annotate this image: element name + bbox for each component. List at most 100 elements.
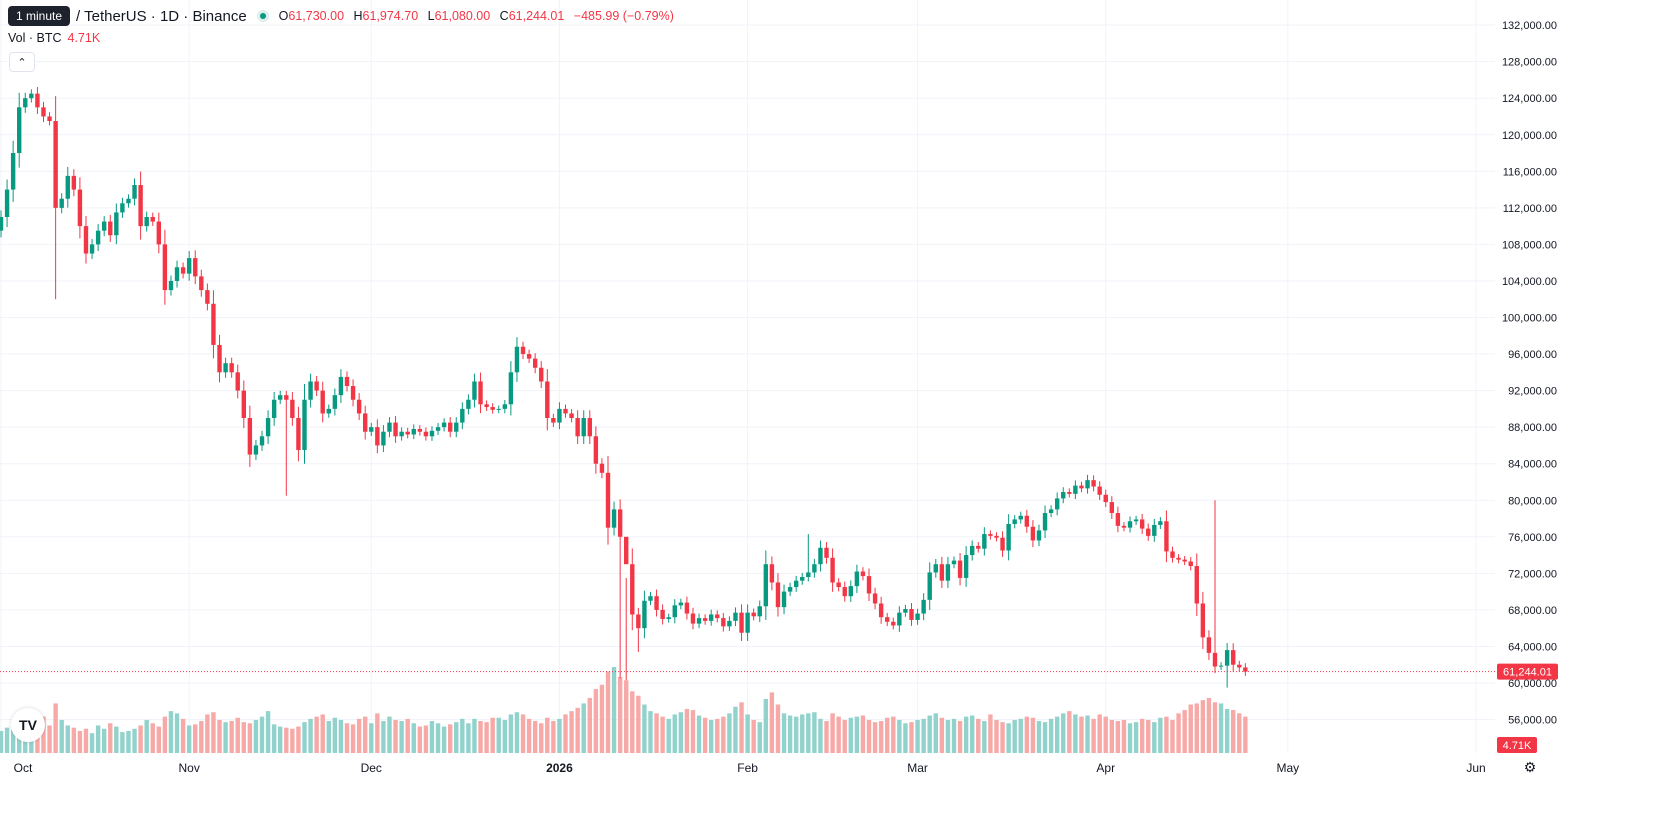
candle-body[interactable] (617, 509, 623, 537)
candle-body[interactable] (278, 395, 283, 400)
candle-body[interactable] (447, 422, 453, 432)
candle-body[interactable] (77, 189, 83, 227)
candle-body[interactable] (101, 221, 107, 231)
candle-body[interactable] (314, 381, 319, 391)
candle-body[interactable] (508, 372, 514, 405)
candle-body[interactable] (1000, 537, 1005, 551)
candle-body[interactable] (605, 472, 611, 528)
candle-body[interactable] (1139, 519, 1145, 529)
candle-body[interactable] (854, 571, 860, 587)
candle-body[interactable] (988, 534, 993, 536)
candle-body[interactable] (174, 267, 180, 281)
candle-body[interactable] (217, 344, 222, 373)
candle-body[interactable] (144, 216, 149, 227)
candle-body[interactable] (951, 560, 957, 565)
candle-body[interactable] (460, 408, 465, 423)
candle-body[interactable] (229, 363, 234, 373)
candle-body[interactable] (168, 280, 174, 291)
candle-body[interactable] (921, 599, 926, 614)
candle-body[interactable] (1067, 492, 1072, 494)
candle-body[interactable] (1164, 521, 1169, 552)
candle-body[interactable] (757, 606, 762, 617)
candle-body[interactable] (253, 445, 259, 455)
candle-body[interactable] (156, 221, 162, 245)
candle-body[interactable] (563, 408, 568, 414)
candle-body[interactable] (211, 303, 216, 345)
candle-body[interactable] (411, 428, 416, 435)
candle-body[interactable] (35, 93, 40, 108)
candle-body[interactable] (186, 258, 192, 274)
candle-body[interactable] (842, 587, 847, 597)
candle-body[interactable] (47, 116, 52, 122)
candle-body[interactable] (897, 612, 902, 626)
candle-body[interactable] (1036, 530, 1042, 541)
candle-body[interactable] (569, 413, 574, 419)
candle-body[interactable] (915, 613, 920, 620)
candle-body[interactable] (593, 436, 599, 464)
candle-body[interactable] (1079, 485, 1084, 489)
candle-body[interactable] (806, 572, 811, 578)
candle-body[interactable] (138, 185, 143, 227)
candle-body[interactable] (71, 175, 77, 190)
candle-body[interactable] (1091, 480, 1096, 487)
candle-body[interactable] (472, 381, 477, 400)
candle-body[interactable] (557, 408, 562, 423)
candle-body[interactable] (338, 376, 344, 396)
candle-body[interactable] (95, 230, 101, 245)
candle-body[interactable] (65, 175, 70, 199)
candle-body[interactable] (205, 290, 210, 304)
candle-body[interactable] (478, 381, 483, 405)
candle-body[interactable] (466, 399, 471, 409)
candle-body[interactable] (41, 107, 46, 117)
candle-body[interactable] (933, 564, 938, 573)
candle-body[interactable] (721, 618, 726, 627)
candle-body[interactable] (690, 613, 696, 624)
candle-body[interactable] (575, 418, 580, 437)
candle-body[interactable] (429, 430, 435, 437)
candle-body[interactable] (502, 404, 508, 409)
candle-body[interactable] (514, 346, 520, 373)
candle-body[interactable] (435, 427, 441, 431)
candle-body[interactable] (1158, 521, 1163, 525)
candle-body[interactable] (1231, 650, 1236, 665)
candle-body[interactable] (630, 564, 635, 615)
candle-body[interactable] (454, 422, 459, 432)
candle-body[interactable] (381, 431, 386, 446)
candle-body[interactable] (848, 586, 853, 597)
candle-body[interactable] (982, 534, 987, 549)
candle-body[interactable] (769, 564, 775, 583)
candle-body[interactable] (1206, 637, 1212, 653)
candle-body[interactable] (496, 408, 501, 410)
candle-body[interactable] (939, 564, 945, 581)
candle-body[interactable] (1224, 650, 1230, 666)
candle-body[interactable] (241, 390, 246, 419)
candle-body[interactable] (836, 582, 841, 588)
candle-body[interactable] (441, 422, 447, 428)
symbol-title[interactable]: / TetherUS · 1D · Binance (76, 7, 247, 25)
candle-body[interactable] (484, 404, 489, 408)
candle-body[interactable] (490, 407, 495, 410)
candle-body[interactable] (830, 557, 835, 583)
candle-body[interactable] (1085, 480, 1090, 489)
candle-body[interactable] (1121, 525, 1127, 528)
candle-body[interactable] (909, 608, 914, 620)
candle-body[interactable] (903, 608, 908, 613)
candle-body[interactable] (320, 390, 325, 414)
candle-body[interactable] (108, 221, 113, 236)
candle-body[interactable] (642, 600, 647, 629)
candle-body[interactable] (787, 587, 793, 592)
tradingview-logo-icon[interactable]: TV (11, 708, 45, 742)
candle-body[interactable] (0, 216, 4, 231)
candle-body[interactable] (1170, 551, 1175, 558)
candle-body[interactable] (885, 617, 890, 622)
candle-body[interactable] (59, 198, 64, 208)
candle-body[interactable] (1218, 665, 1224, 667)
candle-body[interactable] (654, 596, 659, 610)
candle-body[interactable] (53, 121, 58, 208)
candle-body[interactable] (350, 386, 356, 400)
market-status-icon[interactable] (256, 10, 269, 22)
candle-body[interactable] (678, 602, 684, 606)
candle-body[interactable] (399, 431, 404, 437)
candle-body[interactable] (599, 463, 605, 473)
